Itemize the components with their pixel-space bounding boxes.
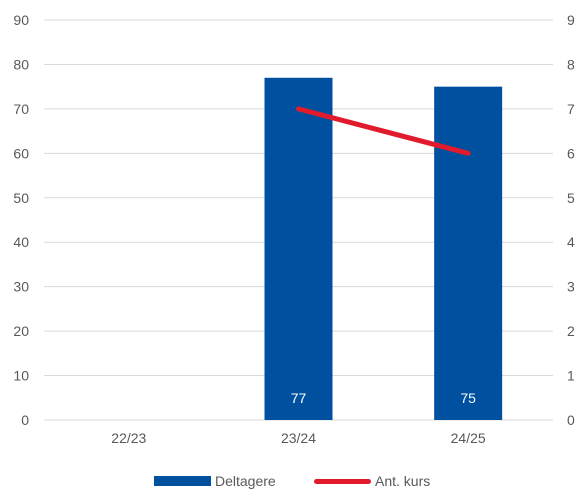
line-series — [296, 106, 471, 156]
y-right-tick-label: 3 — [567, 279, 575, 295]
y-left-tick-label: 70 — [13, 101, 29, 117]
y-right-tick-label: 8 — [567, 56, 575, 72]
x-tick-label: 22/23 — [111, 430, 146, 446]
legend-item-line: Ant. kurs — [314, 470, 430, 492]
legend-swatch-bar — [154, 476, 211, 486]
y-right-tick-label: 1 — [567, 368, 575, 384]
y-right-tick-label: 4 — [567, 234, 575, 250]
y-left-tick-label: 60 — [13, 145, 29, 161]
legend-item-bar: Deltagere — [154, 470, 276, 492]
legend: Deltagere Ant. kurs — [0, 470, 583, 492]
y-left-tick-label: 10 — [13, 368, 29, 384]
y-left-tick-label: 20 — [13, 323, 29, 339]
legend-swatch-line — [314, 478, 371, 484]
y-left-tick-label: 0 — [21, 412, 29, 428]
y-left-tick-label: 90 — [13, 12, 29, 28]
legend-label-bar: Deltagere — [215, 473, 276, 489]
y-right-tick-label: 0 — [567, 412, 575, 428]
y-right-tick-label: 9 — [567, 12, 575, 28]
bar-data-label: 77 — [291, 390, 307, 406]
y-left-tick-label: 50 — [13, 190, 29, 206]
legend-label-line: Ant. kurs — [375, 473, 431, 489]
bar-data-label: 75 — [460, 390, 476, 406]
bar — [434, 86, 503, 421]
y-right-tick-label: 5 — [567, 190, 575, 206]
y-left-tick-label: 40 — [13, 234, 29, 250]
y-right-tick-label: 2 — [567, 323, 575, 339]
x-tick-label: 24/25 — [451, 430, 486, 446]
x-tick-label: 23/24 — [281, 430, 316, 446]
y-right-tick-label: 7 — [567, 101, 575, 117]
y-left-tick-label: 80 — [13, 56, 29, 72]
bar — [264, 77, 333, 421]
chart-area: 0 10 20 30 40 50 60 70 80 90 0 1 2 3 4 5 6 7 8 9 22/23 23/24 2… — [13, 12, 575, 446]
y-left-tick-label: 30 — [13, 279, 29, 295]
y-right-tick-label: 6 — [567, 145, 575, 161]
